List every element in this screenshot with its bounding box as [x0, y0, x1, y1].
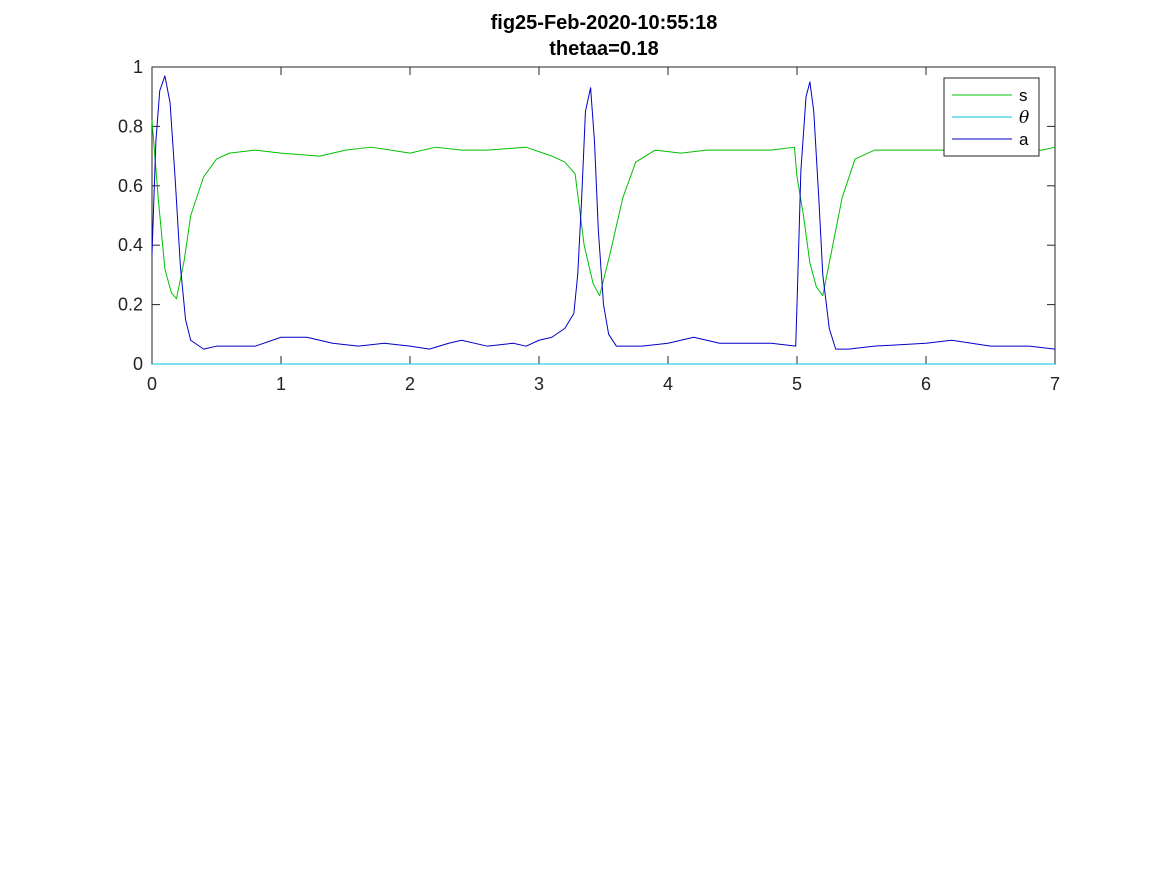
y-tick-label: 0.8 [118, 116, 143, 136]
y-tick-label: 0 [133, 354, 143, 374]
x-tick-label: 5 [792, 374, 802, 394]
series-line-s [151, 120, 1056, 300]
legend-label: a [1019, 130, 1029, 149]
x-tick-label: 1 [276, 374, 286, 394]
y-tick-label: 0.2 [118, 295, 143, 315]
y-tick-label: 0.4 [118, 235, 143, 255]
legend-label: θ [1019, 108, 1029, 128]
y-tick-label: 1 [133, 57, 143, 77]
x-tick-label: 2 [405, 374, 415, 394]
x-tick-label: 0 [147, 374, 157, 394]
chart-title-line-1: fig25-Feb-2020-10:55:18 [491, 12, 718, 34]
y-tick-label: 0.6 [118, 176, 143, 196]
x-tick-label: 4 [663, 374, 673, 394]
x-tick-label: 6 [921, 374, 931, 394]
plot-area [151, 66, 1056, 365]
legend: sθa [943, 77, 1040, 157]
legend-label: s [1019, 86, 1028, 105]
series-line-a [151, 75, 1056, 350]
x-tick-label: 7 [1050, 374, 1060, 394]
chart-title-line-2: thetaa=0.18 [549, 38, 659, 60]
series-lines [151, 75, 1056, 365]
x-tick-label: 3 [534, 374, 544, 394]
